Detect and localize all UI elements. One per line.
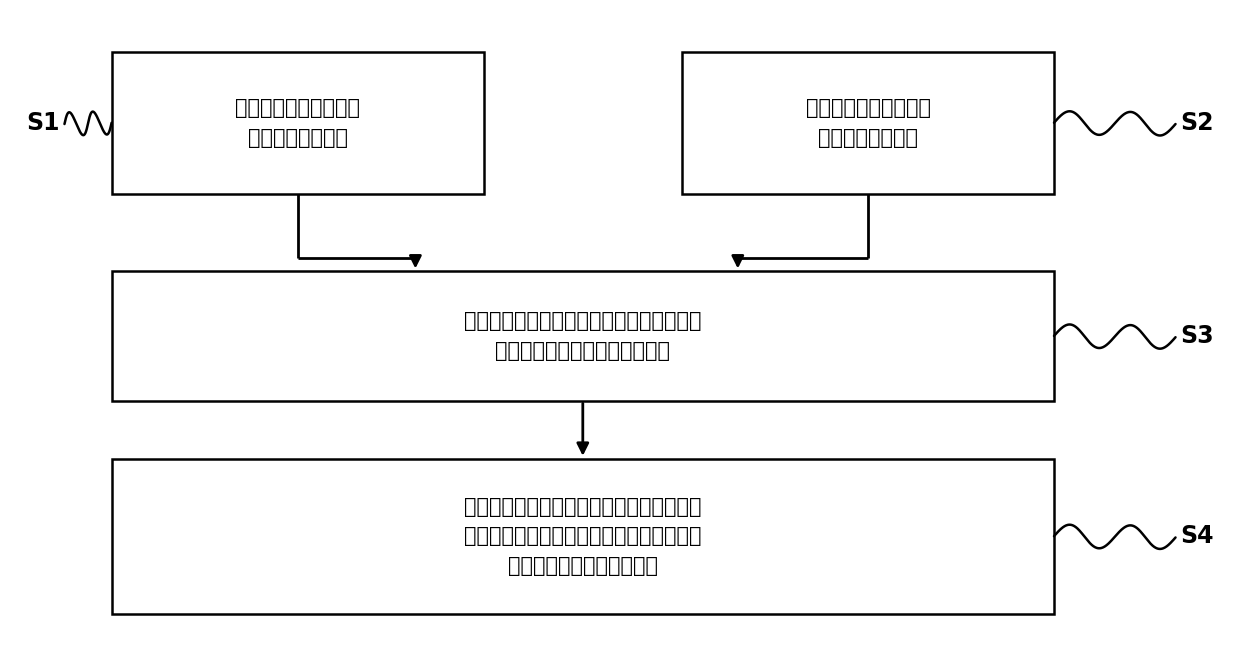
FancyBboxPatch shape xyxy=(112,52,484,194)
FancyBboxPatch shape xyxy=(112,271,1054,401)
Text: S1: S1 xyxy=(26,110,61,135)
Text: 采用数字推理模型分别进行数字归纳推理，
计算数字序列之间的规律并存储: 采用数字推理模型分别进行数字归纳推理， 计算数字序列之间的规律并存储 xyxy=(464,311,702,360)
FancyBboxPatch shape xyxy=(112,459,1054,614)
Text: 对数字序列之间规律的进行处理后，选择权
重较高的信息作为当前可靠的模态信息进行
推理计算，并得出识别结果: 对数字序列之间规律的进行处理后，选择权 重较高的信息作为当前可靠的模态信息进行 … xyxy=(464,497,702,576)
Text: S3: S3 xyxy=(1179,324,1214,348)
Text: 数字音频的内容识别，
得到听觉数字序列: 数字音频的内容识别， 得到听觉数字序列 xyxy=(806,98,930,147)
Text: 数字图像的内容识别，
得到视觉数字序列: 数字图像的内容识别， 得到视觉数字序列 xyxy=(236,98,360,147)
FancyBboxPatch shape xyxy=(682,52,1054,194)
Text: S2: S2 xyxy=(1179,110,1214,135)
Text: S4: S4 xyxy=(1179,524,1214,548)
